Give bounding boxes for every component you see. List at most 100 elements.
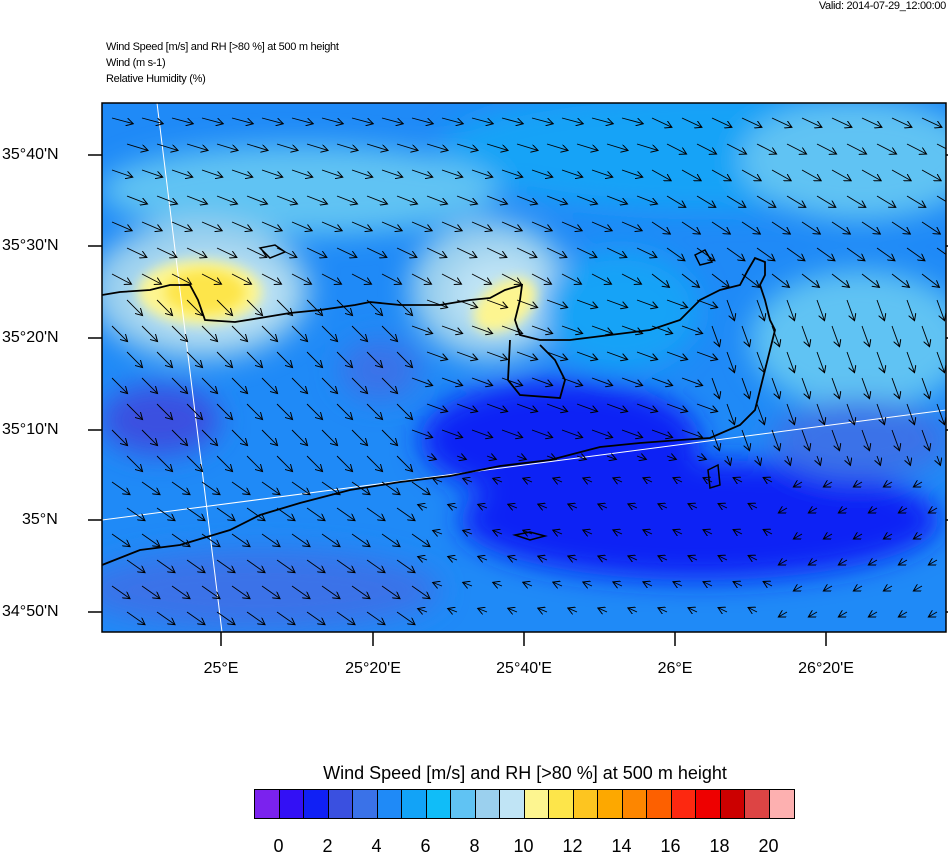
wind-arrow: [411, 429, 433, 438]
wind-arrow: [591, 117, 613, 124]
wind-arrow: [583, 582, 593, 586]
wind-arrow: [381, 117, 403, 124]
wind-arrow: [126, 403, 143, 420]
wind-arrow: [246, 195, 268, 204]
wind-arrow: [748, 556, 758, 560]
wind-arrow: [111, 533, 130, 547]
wind-arrow: [786, 351, 795, 373]
wind-arrow: [651, 117, 672, 127]
wind-arrow: [291, 585, 310, 599]
wind-arrow: [711, 117, 732, 127]
wind-arrow: [763, 581, 773, 586]
wind-arrow: [921, 273, 939, 287]
wind-arrow: [231, 481, 250, 495]
wind-arrow: [718, 556, 728, 560]
wind-arrow: [111, 481, 130, 495]
wind-arrow: [366, 299, 383, 316]
wind-arrow: [906, 143, 927, 154]
wind-arrow: [681, 325, 703, 334]
wind-arrow: [643, 582, 653, 586]
wind-arrow: [321, 117, 343, 124]
wind-arrow: [411, 325, 433, 334]
wind-arrow: [201, 481, 220, 495]
wind-arrow: [921, 221, 940, 234]
wind-arrow: [246, 403, 263, 420]
wind-arrow: [591, 221, 612, 231]
wind-arrow: [576, 456, 586, 459]
wind-arrow: [711, 325, 720, 347]
wind-arrow: [366, 559, 385, 573]
wind-arrow: [733, 530, 743, 534]
wind-arrow: [876, 195, 896, 207]
wind-arrow: [501, 325, 523, 334]
wind-arrow: [756, 299, 765, 321]
wind-arrow: [913, 534, 923, 539]
wind-arrow: [291, 169, 313, 177]
lat-label: 34°50'N: [2, 603, 59, 620]
wind-arrow: [171, 169, 193, 177]
wind-arrow: [876, 351, 885, 373]
wind-arrow: [246, 559, 265, 573]
wind-arrow: [936, 195, 946, 202]
colorbar-swatch: [598, 790, 623, 818]
wind-arrow: [201, 533, 220, 547]
wind-arrow: [793, 534, 803, 539]
wind-arrow: [111, 377, 128, 394]
wind-arrow: [411, 377, 433, 386]
wind-arrow: [688, 556, 698, 560]
wind-arrow: [261, 169, 283, 177]
wind-arrow: [486, 299, 508, 308]
wind-arrow: [486, 247, 507, 257]
wind-arrow: [186, 611, 205, 625]
wind-arrow: [546, 403, 568, 412]
wind-arrow: [276, 143, 298, 150]
wind-arrow: [726, 143, 747, 154]
wind-arrow: [906, 403, 915, 425]
wind-arrow: [846, 143, 867, 154]
wind-arrow: [636, 247, 657, 257]
wind-arrow: [831, 221, 850, 234]
wind-arrow: [471, 325, 493, 334]
wind-arrow: [741, 325, 750, 347]
wind-arrow: [171, 481, 190, 495]
wind-arrow: [838, 560, 848, 565]
wind-arrow: [448, 608, 458, 612]
wind-arrow: [636, 195, 658, 204]
wind-arrow: [306, 195, 328, 204]
wind-arrow: [591, 429, 613, 438]
wind-arrow: [351, 533, 370, 547]
wind-arrow: [883, 586, 893, 591]
wind-arrow: [846, 247, 865, 261]
wind-arrow: [351, 169, 373, 177]
colorbar-swatch: [402, 790, 427, 818]
wind-arrow: [658, 504, 668, 508]
wind-arrow: [546, 456, 556, 459]
wind-arrow: [516, 456, 526, 459]
wind-arrow: [606, 299, 628, 308]
wind-arrow: [606, 195, 628, 204]
wind-arrow: [493, 478, 503, 482]
wind-arrow: [186, 143, 208, 150]
wind-arrow: [561, 429, 583, 438]
wind-arrow: [396, 455, 413, 472]
wind-arrow: [636, 403, 658, 412]
wind-arrow: [126, 559, 145, 573]
wind-arrow: [291, 533, 310, 547]
wind-arrow: [411, 117, 433, 124]
colorbar-swatch: [377, 790, 402, 818]
wind-arrow: [321, 221, 342, 231]
wind-arrow: [141, 117, 163, 124]
wind-arrow: [726, 299, 735, 321]
wind-arrow: [651, 273, 669, 287]
lon-label: 26°E: [657, 660, 693, 677]
colorbar-label: 2: [322, 836, 333, 856]
wind-arrow: [426, 299, 448, 308]
wind-arrow: [141, 325, 158, 342]
wind-arrow: [801, 429, 810, 451]
wind-arrow: [396, 611, 415, 625]
wind-arrow: [561, 117, 583, 124]
wind-arrow: [471, 273, 492, 284]
wind-arrow: [463, 530, 473, 534]
wind-arrow: [846, 299, 855, 321]
wind-arrow: [681, 273, 699, 287]
